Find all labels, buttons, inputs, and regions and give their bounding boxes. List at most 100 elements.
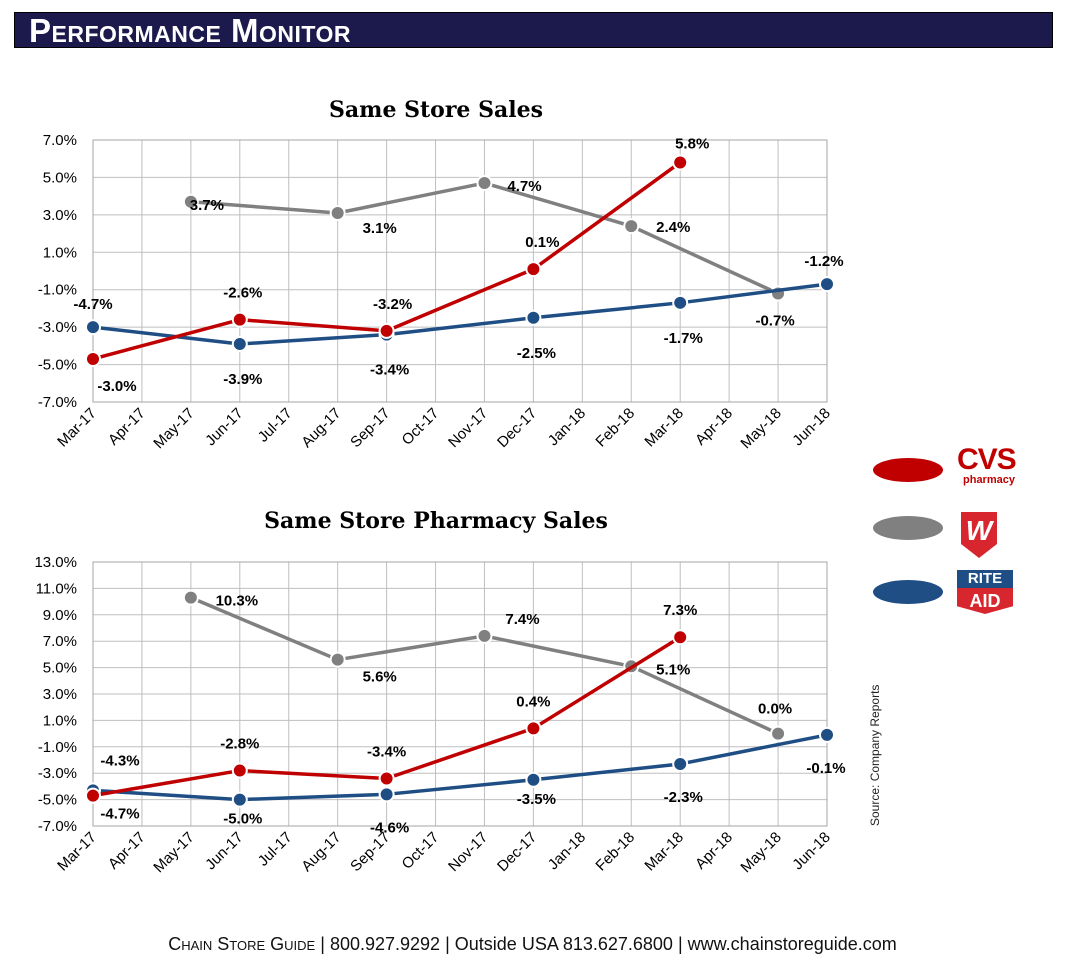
page-title: Performance Monitor: [29, 12, 352, 49]
y-tick-label: 3.0%: [43, 686, 77, 703]
x-tick-label: May-18: [737, 405, 784, 452]
data-label-riteaid: -1.7%: [664, 330, 703, 347]
walgreens-logo: W: [957, 510, 1003, 565]
data-point-walgreens: [476, 627, 493, 644]
data-point-riteaid: [819, 276, 835, 293]
data-point-walgreens: [182, 589, 199, 606]
y-tick-label: 7.0%: [43, 633, 77, 650]
y-tick-label: 13.0%: [34, 554, 77, 571]
x-tick-label: Jun-17: [202, 829, 246, 873]
x-tick-label: Nov-17: [445, 405, 491, 451]
data-label-cvs: 0.4%: [516, 693, 550, 710]
x-tick-label: May-17: [150, 405, 197, 452]
series-line-riteaid: [92, 733, 828, 802]
x-tick-label: Dec-17: [494, 829, 540, 875]
data-point-cvs: [672, 154, 689, 171]
legend-swatch-walgreens: [873, 516, 943, 540]
x-tick-label: Jun-17: [202, 405, 246, 449]
x-tick-label: Jan-18: [545, 829, 589, 873]
source-note: Source: Company Reports: [868, 684, 882, 826]
plot-area-border: [92, 561, 828, 827]
y-tick-label: 5.0%: [43, 660, 77, 677]
data-label-walgreens: 0.0%: [758, 701, 792, 718]
x-tick-label: Jul-17: [255, 829, 296, 870]
data-label-walgreens: -0.7%: [755, 312, 794, 329]
data-label-cvs: -2.6%: [223, 285, 262, 302]
x-tick-label: May-18: [737, 829, 784, 876]
data-label-riteaid: -2.5%: [517, 345, 556, 362]
y-tick-label: -5.0%: [38, 357, 77, 374]
y-tick-label: 1.0%: [43, 712, 77, 729]
data-point-riteaid: [672, 755, 689, 772]
data-label-walgreens: 4.7%: [507, 178, 541, 195]
gridlines: [92, 139, 828, 403]
y-tick-label: 11.0%: [36, 580, 77, 597]
x-tick-label: Jun-18: [789, 829, 833, 873]
x-tick-label: Aug-17: [298, 405, 344, 451]
y-tick-label: -1.0%: [38, 739, 77, 756]
data-point-riteaid: [525, 309, 542, 326]
data-label-riteaid: -3.4%: [370, 362, 409, 379]
data-point-cvs: [525, 720, 542, 737]
data-label-cvs: -3.4%: [367, 743, 406, 760]
data-label-walgreens: 5.6%: [363, 669, 397, 686]
x-tick-label: Jul-17: [255, 405, 296, 446]
footer-website[interactable]: www.chainstoreguide.com: [687, 934, 897, 954]
x-tick-label: Sep-17: [347, 405, 393, 451]
data-point-cvs: [672, 629, 689, 646]
data-label-riteaid: -5.0%: [223, 811, 262, 828]
data-label-walgreens: 5.1%: [656, 661, 690, 678]
data-label-riteaid: -2.3%: [664, 789, 703, 806]
data-label-riteaid: -3.9%: [223, 371, 262, 388]
y-tick-label: 1.0%: [43, 244, 77, 261]
data-label-walgreens: 10.3%: [216, 593, 259, 610]
data-point-cvs: [378, 770, 395, 787]
data-point-walgreens: [476, 175, 493, 192]
data-label-cvs: -4.7%: [73, 296, 112, 313]
x-tick-label: Apr-18: [692, 829, 736, 873]
data-point-cvs: [85, 787, 101, 804]
y-tick-label: 5.0%: [43, 169, 77, 186]
data-point-cvs: [525, 261, 542, 278]
footer: Chain Store Guide | 800.927.9292 | Outsi…: [0, 934, 1065, 955]
footer-brand: Chain Store Guide: [168, 934, 316, 954]
data-point-riteaid: [231, 791, 248, 808]
walgreens-logo-text: W: [966, 515, 995, 546]
x-tick-label: Mar-18: [641, 405, 687, 451]
footer-separator: |: [677, 934, 683, 954]
rite-aid-logo-text-top: RITE: [957, 570, 1013, 588]
cvs-pharmacy-logo: CVS pharmacy: [957, 445, 1017, 487]
footer-separator: |: [320, 934, 325, 954]
footer-phone: 800.927.9292: [329, 934, 441, 954]
data-point-walgreens: [329, 204, 346, 221]
data-label-cvs: 7.3%: [663, 602, 697, 619]
header-bar: Performance Monitor: [14, 12, 1053, 48]
legend-swatch-riteaid: [873, 580, 943, 604]
x-tick-label: Feb-18: [592, 829, 638, 875]
data-label-cvs: 0.1%: [525, 234, 559, 251]
data-label-walgreens: 3.1%: [363, 220, 397, 237]
series-line-riteaid: [92, 282, 828, 346]
y-tick-label: -7.0%: [38, 818, 77, 835]
data-label-cvs: -4.3%: [100, 753, 139, 770]
legend-swatch-cvs: [873, 458, 943, 482]
x-tick-label: Mar-18: [641, 829, 687, 875]
x-tick-label: Apr-17: [105, 405, 149, 449]
x-tick-label: Oct-17: [399, 405, 443, 449]
legend-item-cvs: CVS pharmacy: [873, 445, 1033, 494]
y-tick-label: -5.0%: [38, 792, 77, 809]
x-tick-label: Mar-17: [54, 829, 100, 875]
data-point-riteaid: [672, 294, 689, 311]
data-point-riteaid: [85, 319, 101, 336]
data-label-riteaid: -4.6%: [370, 819, 409, 836]
y-tick-label: -7.0%: [38, 394, 77, 411]
y-tick-label: 9.0%: [43, 607, 77, 624]
data-label-riteaid: -3.5%: [517, 791, 556, 808]
x-tick-label: Nov-17: [445, 829, 491, 875]
data-point-walgreens: [770, 725, 787, 742]
data-point-cvs: [231, 311, 248, 328]
legend-item-walgreens: W: [873, 504, 1033, 558]
same-store-pharmacy-sales-chart: Same Store Pharmacy Sales 13.0% 11.0% 9.0% 7…: [34, 508, 845, 876]
data-point-cvs: [231, 762, 248, 779]
data-point-walgreens: [329, 651, 346, 668]
